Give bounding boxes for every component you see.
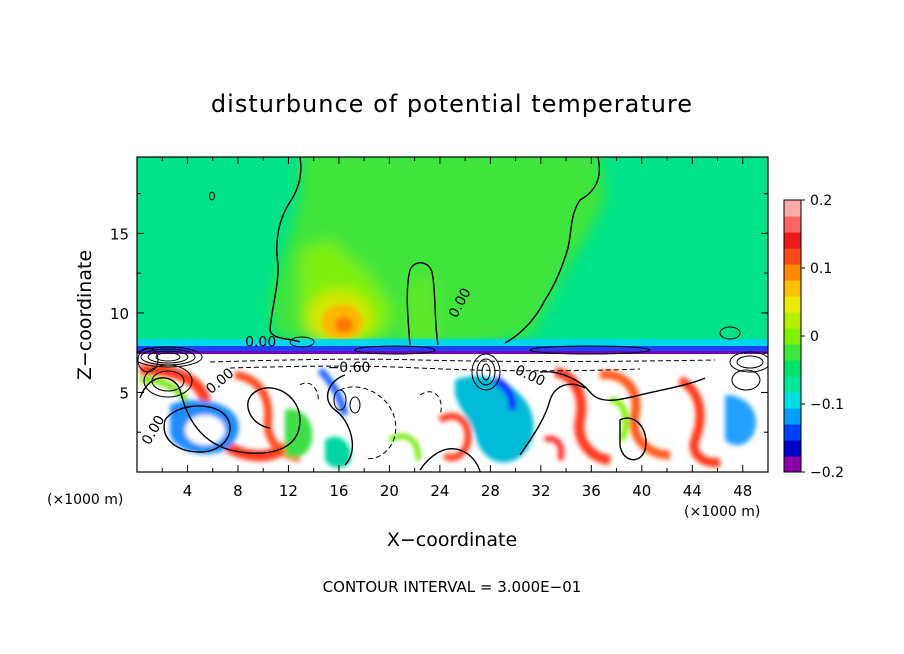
- dashed-contours: [209, 358, 716, 460]
- colorbar-swatch: [784, 424, 801, 441]
- contour-label: 0.00: [245, 334, 276, 350]
- x-tick-label: 16: [329, 482, 348, 500]
- colorbar-swatch: [784, 440, 801, 457]
- zero-contour-upper-right: [504, 157, 601, 344]
- red-eddy-5: [599, 370, 671, 460]
- x-tick-label: 8: [233, 482, 243, 500]
- neg-contour-1: [209, 358, 716, 363]
- red-eddy-6: [677, 375, 721, 468]
- x-tick-label: 24: [430, 482, 449, 500]
- red-eddy-2: [234, 371, 301, 462]
- zero-contour-right: [539, 371, 706, 401]
- neg-contour-4: [419, 391, 442, 416]
- x-tick-label: 4: [183, 482, 193, 500]
- red-eddy-3: [438, 412, 472, 462]
- y-tick-label: 10: [110, 305, 129, 323]
- colorbar-swatch: [784, 200, 801, 217]
- zero-contour-lower: [326, 374, 354, 466]
- colorbar-tick-label: 0.1: [810, 261, 832, 277]
- colorbar-swatch: [784, 360, 801, 377]
- zero-contour-upper: [269, 157, 302, 343]
- x-axis: 4 8 12 16 20 24 28 32 36 40 44 48: [161, 157, 752, 500]
- chart-title: disturbunce of potential temperature: [211, 90, 693, 118]
- blue-eddy-2: [317, 367, 349, 416]
- colorbar: 0.2 0.1 0 −0.1 −0.2: [783, 193, 844, 481]
- white-eddy-core: [185, 415, 225, 445]
- colorbar-swatch: [784, 280, 801, 297]
- neg-contour-3: [339, 386, 397, 460]
- contour-interval-note: CONTOUR INTERVAL = 3.000E−01: [323, 578, 582, 596]
- red-eddy-7: [543, 435, 565, 461]
- colorbar-swatch: [784, 248, 801, 265]
- y-axis: 5 10 15: [110, 193, 768, 433]
- colorbar-swatch: [784, 344, 801, 361]
- x-tick-label: 48: [733, 482, 752, 500]
- zero-contour-ring: [139, 377, 301, 454]
- y-axis-label: Z−coordinate: [74, 250, 96, 380]
- x-tick-label: 36: [582, 482, 601, 500]
- blue-band: [137, 346, 768, 351]
- colorbar-tick-label: 0: [810, 329, 819, 345]
- colorbar-swatch: [784, 312, 801, 329]
- colorbar-swatch: [784, 456, 801, 473]
- green-eddy-2: [285, 409, 313, 458]
- purple-band: [137, 351, 768, 354]
- field-plot: [137, 157, 768, 472]
- colorbar-tick-label: 0.2: [810, 193, 832, 209]
- warm-anomaly-core: [335, 317, 353, 333]
- x-tick-label: 28: [481, 482, 500, 500]
- colorbar-swatch: [784, 376, 801, 393]
- x-tick-label: 20: [380, 482, 399, 500]
- colorbar-swatch: [784, 264, 801, 281]
- solid-contours: [139, 157, 706, 472]
- colorbar-swatch: [784, 216, 801, 233]
- vortex-contours: [137, 191, 768, 414]
- y-tick-label: 5: [119, 384, 129, 402]
- colorbar-tick-label: −0.1: [810, 397, 844, 413]
- colorbar-swatch: [784, 232, 801, 249]
- cyan-band: [137, 339, 768, 346]
- x-axis-label: X−coordinate: [387, 529, 517, 551]
- neg-contour-5: [299, 382, 319, 403]
- zero-contour-eddy: [619, 417, 647, 461]
- zero-contour-right-low: [519, 383, 586, 456]
- x-unit-left: (×1000 m): [47, 492, 123, 508]
- x-tick-label: 44: [683, 482, 702, 500]
- x-tick-label: 32: [531, 482, 550, 500]
- y-tick-label: 15: [110, 225, 129, 243]
- zero-contour-loop: [163, 405, 231, 453]
- green-eddy-3: [325, 436, 351, 468]
- zero-contour-column: [406, 262, 439, 346]
- x-unit-right: (×1000 m): [684, 504, 760, 520]
- colorbar-swatch: [784, 392, 801, 409]
- x-tick-label: 12: [279, 482, 298, 500]
- plot-frame: [136, 156, 769, 473]
- red-eddy-4: [553, 367, 611, 465]
- x-tick-label: 40: [632, 482, 651, 500]
- blue-eddy-5: [725, 395, 756, 446]
- colorbar-swatch: [784, 328, 801, 345]
- colorbar-swatch: [784, 296, 801, 313]
- neg-contour-2: [229, 365, 641, 372]
- colorbar-swatch: [784, 408, 801, 425]
- column-feature: [406, 275, 438, 345]
- contour-label: −0.60: [328, 360, 371, 376]
- colorbar-tick-label: −0.2: [810, 465, 844, 481]
- zero-contour-bottom: [419, 448, 481, 472]
